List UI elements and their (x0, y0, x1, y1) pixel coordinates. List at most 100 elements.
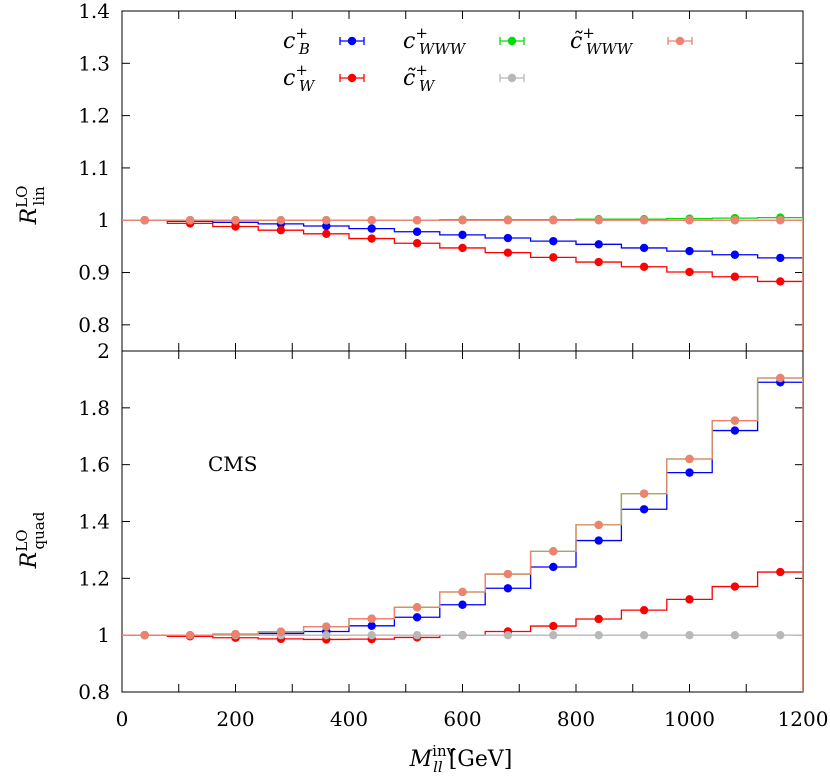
top-ytick-label: 1 (97, 208, 110, 232)
xtick-label: 600 (443, 707, 481, 731)
top-series-ctWWW-point (231, 216, 240, 225)
bottom-series-ctW-point (367, 630, 376, 640)
top-ytick-label: 1.3 (78, 51, 110, 75)
top-series-ctWWW-point (503, 216, 513, 225)
bottom-series-ctWWW-point (412, 603, 422, 612)
bottom-series-cB-point (458, 600, 467, 609)
bottom-series-cB-point (503, 584, 513, 593)
top-series-cW-point (231, 222, 240, 231)
legend-sup: + (415, 61, 428, 79)
top-series-ctWWW-point (140, 216, 149, 225)
bottom-series-cB-point (549, 562, 558, 572)
top-ytick-label: 1.1 (78, 156, 110, 180)
bottom-series-cB-point (594, 536, 603, 545)
top-ylabel: RLOlin (13, 186, 48, 226)
bottom-frame (121, 350, 804, 693)
bottom-series-ctWWW-point (458, 587, 467, 597)
legend-sub: B (298, 40, 310, 58)
legend-marker-cB (347, 36, 357, 46)
cms-annotation: CMS (208, 452, 257, 476)
top-series-cB-point (322, 221, 331, 231)
bottom-series-ctWWW-point (231, 629, 240, 639)
top-series-cB-line (122, 219, 803, 351)
legend-sub: W (419, 77, 436, 95)
top-series-cB-point (503, 233, 513, 243)
bottom-series-cW-point (594, 614, 603, 624)
bottom-ytick-label: 1.4 (78, 510, 110, 534)
bottom-series-ctWWW-point (503, 569, 513, 579)
top-series-cW-point (776, 277, 785, 286)
bottom-series-ctWWW-point (549, 547, 558, 556)
bottom-series-cW-point (549, 621, 558, 631)
top-series-ctW-line (122, 219, 803, 351)
top-series-cW-point (276, 225, 286, 235)
xtick-label: 0 (116, 707, 129, 731)
bottom-series-ctW-point (639, 630, 649, 640)
top-series-cB-point (412, 227, 422, 236)
bottom-series-ctWWW-point (730, 416, 740, 425)
top-series-cW-point (639, 262, 649, 271)
top-series-ctWWW-point (185, 216, 195, 225)
legend-label-cB: c+ B (283, 24, 310, 58)
bottom-ytick-label: 1.2 (78, 566, 110, 590)
bottom-series-ctWWW-line (122, 377, 803, 692)
bottom-series-ctWWW-point (639, 489, 649, 498)
bottom-series-ctW-point (458, 630, 467, 640)
legend-tilde: c̃ (570, 29, 583, 54)
top-ytick-label: 0.8 (78, 313, 110, 337)
bottom-ytick-label: 2 (97, 339, 110, 363)
bottom-series-cW-point (776, 567, 785, 577)
top-series-ctWWW-point (685, 216, 694, 225)
legend-main: c (403, 29, 415, 54)
bottom-series-cB-point (730, 426, 740, 435)
bottom-series-ctW-point (594, 630, 603, 640)
legend-main: c (283, 66, 295, 91)
top-series-ctWWW-point (776, 216, 785, 225)
top-series-cW-point (594, 257, 603, 267)
top-series-ctWWW-point (458, 216, 467, 225)
bottom-series-ctW-point (503, 630, 513, 640)
top-ytick-label: 1.2 (78, 104, 110, 128)
xtick-label: 800 (557, 707, 595, 731)
top-series-cB-point (639, 243, 649, 253)
bottom-ytick-label: 1.6 (78, 453, 110, 477)
legend-sup: + (295, 61, 308, 79)
xtick-label: 400 (330, 707, 368, 731)
bottom-series-ctWWW-point (367, 614, 376, 623)
legend-tilde: c̃ (403, 66, 416, 91)
bottom-series-cWWW-line (122, 377, 803, 692)
top-ytick-label: 0.9 (78, 261, 110, 285)
bottom-ytick-label: 0.8 (78, 680, 110, 704)
legend-label-ctWWW: c̃+ WWW (570, 24, 634, 58)
bottom-ylabel: RLOquad (13, 511, 48, 569)
xlabel: Minv ll [GeV] (409, 742, 513, 776)
legend-label-cW: c+ W (283, 61, 316, 95)
bottom-series-ctWWW-point (140, 630, 149, 640)
top-series-cW-point (503, 248, 513, 257)
top-ytick-label: 1.4 (78, 0, 110, 23)
top-series-cW-point (367, 234, 376, 243)
legend-sub: W (299, 77, 316, 95)
legend-sup: + (415, 24, 428, 42)
bottom-ytick-label: 1.8 (78, 396, 110, 420)
top-series-cW-line (122, 219, 803, 351)
bottom-series-cB-point (639, 505, 649, 514)
top-series-cB-point (367, 224, 376, 233)
top-series-cB-point (685, 246, 694, 256)
legend-main: c (283, 29, 295, 54)
top-series-ctWWW-point (594, 216, 603, 225)
bottom-series-cB-point (367, 621, 376, 630)
legend-sup: + (582, 24, 595, 42)
bottom-series-ctWWW-point (276, 627, 286, 636)
top-series-cB-point (458, 230, 467, 240)
top-series-ctWWW-line (122, 219, 803, 351)
bottom-series-ctW-point (322, 630, 331, 640)
bottom-series-ctW-point (685, 630, 694, 640)
bottom-series-ctWWW-point (322, 622, 331, 631)
bottom-series-ctWWW-point (185, 630, 195, 640)
bottom-series-cB-line (122, 381, 803, 692)
legend-sup: + (295, 24, 308, 42)
top-series-cW-point (458, 243, 467, 253)
bottom-series-cB-point (685, 468, 694, 477)
